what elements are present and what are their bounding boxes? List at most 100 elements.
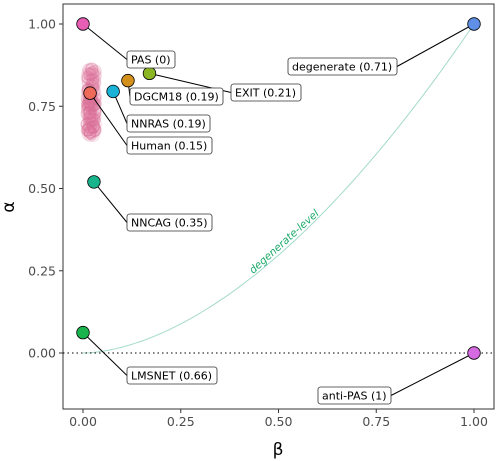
label-exit-0-21: EXIT (0.21) (230, 83, 302, 102)
human-sample-dot (80, 70, 94, 84)
human-sample-dot (85, 73, 99, 86)
human-sample-dot (81, 123, 95, 137)
human-sample-dot (81, 107, 95, 121)
x-tick-label: 0.50 (265, 414, 293, 429)
human-sample-cloud (80, 62, 102, 142)
human-sample-dot (83, 116, 96, 130)
human-sample-dot (84, 74, 97, 87)
human-sample-dot (80, 117, 94, 131)
human-sample-dot (84, 101, 98, 115)
point-lmsnet-0-66 (76, 325, 90, 340)
label-box (126, 114, 211, 133)
human-sample-dot (83, 124, 97, 138)
y-tick-label: 0.75 (28, 99, 56, 114)
panel-border (62, 3, 495, 410)
human-sample-dot (82, 121, 96, 135)
label-leaders (82, 23, 475, 396)
human-sample-dot (87, 128, 100, 142)
human-sample-dot (87, 65, 101, 79)
label-leader (82, 332, 128, 376)
human-sample-dot (82, 67, 96, 81)
label-dgcm18-0-19: DGCM18 (0.19) (129, 87, 224, 106)
y-tick-label: 0.00 (28, 346, 56, 361)
human-sample-dot (81, 101, 95, 115)
label-human-0-15: Human (0.15) (126, 136, 213, 155)
human-sample-dot (83, 68, 97, 81)
label-text: degenerate (0.71) (292, 61, 392, 74)
human-sample-dot (81, 67, 95, 81)
human-sample-dot (88, 108, 102, 122)
human-sample-dot (83, 128, 97, 142)
human-sample-dot (86, 120, 100, 134)
degenerate-level-curve (82, 23, 475, 354)
human-sample-dot (88, 97, 101, 111)
x-axis-title: β (273, 440, 284, 460)
label-nnras-0-19: NNRAS (0.19) (126, 114, 211, 133)
human-sample-dot (85, 100, 98, 114)
label-text: PAS (0) (131, 54, 171, 67)
human-sample-dot (83, 63, 97, 77)
human-sample-dot (80, 107, 94, 121)
human-sample-dot (83, 110, 97, 124)
point-human-0-15 (83, 86, 97, 100)
human-sample-dot (87, 120, 101, 134)
human-sample-dot (82, 111, 96, 124)
human-sample-dot (88, 64, 102, 78)
point-pas-0 (76, 17, 90, 31)
label-leader (390, 352, 475, 396)
human-sample-dot (87, 110, 100, 124)
human-sample-dot (83, 126, 97, 140)
human-sample-dot (82, 120, 96, 133)
human-sample-dot (88, 103, 102, 117)
human-sample-dot (88, 105, 102, 119)
human-sample-dot (88, 113, 101, 126)
human-sample-dot (83, 105, 97, 118)
human-sample-dot (88, 123, 101, 137)
x-axis: 0.00 0.25 0.50 0.75 1.00 (69, 409, 488, 429)
label-text: NNRAS (0.19) (131, 118, 206, 131)
human-sample-dot (82, 101, 96, 115)
human-sample-dot (83, 125, 97, 139)
human-sample-dot (80, 117, 94, 131)
label-nncag-0-35: NNCAG (0.35) (126, 213, 213, 232)
human-sample-dot (80, 102, 94, 116)
human-sample-dot (83, 113, 96, 127)
human-sample-dot (82, 105, 96, 119)
x-tick-label: 1.00 (460, 414, 488, 429)
human-sample-dot (84, 126, 97, 140)
point-nncag-0-35 (87, 175, 101, 189)
y-tick-label: 1.00 (28, 17, 56, 32)
label-text: Human (0.15) (131, 140, 207, 153)
x-tick-label: 0.25 (167, 414, 195, 429)
human-sample-dot (86, 125, 100, 139)
point-degenerate-0-71 (467, 17, 481, 31)
human-sample-dot (88, 111, 102, 124)
human-sample-dot (83, 114, 97, 128)
human-sample-dot (83, 107, 97, 120)
human-sample-dot (86, 66, 100, 80)
human-sample-dot (84, 105, 97, 119)
human-sample-dot (81, 123, 94, 137)
human-sample-dot (86, 113, 100, 127)
human-sample-dot (85, 112, 98, 126)
label-pas-0: PAS (0) (126, 50, 176, 69)
human-sample-dot (80, 118, 94, 131)
label-box (126, 50, 176, 69)
human-sample-dot (81, 71, 95, 84)
human-sample-dot (82, 123, 96, 137)
point-dgcm18-0-19 (121, 73, 135, 88)
human-sample-dot (84, 63, 98, 76)
human-sample-dot (85, 113, 99, 127)
human-sample-dot (84, 110, 98, 123)
human-sample-dot (88, 124, 101, 137)
human-sample-dot (82, 63, 95, 77)
human-sample-dot (85, 115, 98, 129)
label-anti-pas-1: anti-PAS (1) (317, 386, 392, 405)
human-sample-dot (85, 65, 99, 79)
x-tick-label: 0.75 (362, 414, 390, 429)
point-labels: PAS (0) EXIT (0.21) DGCM18 (0.19) NNRAS (0.… (126, 50, 398, 405)
human-sample-dot (89, 123, 102, 137)
y-tick-label: 0.25 (28, 263, 56, 278)
human-sample-dot (81, 99, 95, 112)
